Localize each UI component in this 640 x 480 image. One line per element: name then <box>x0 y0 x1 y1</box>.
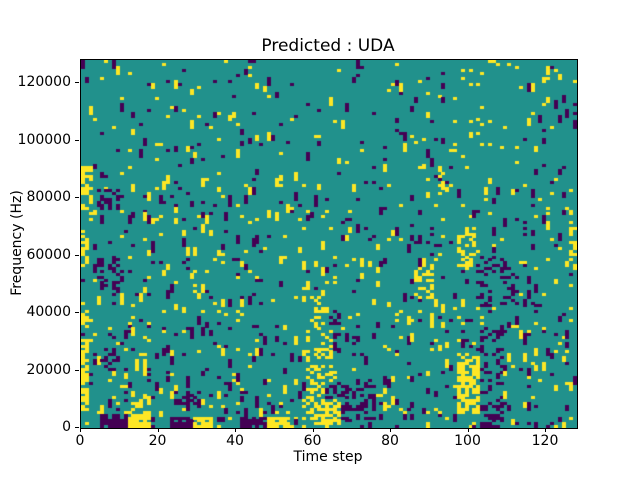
x-tick-label: 120 <box>531 433 559 449</box>
plot-area <box>80 59 578 429</box>
x-tick-label: 40 <box>226 433 244 449</box>
y-axis-label: Frequency (Hz) <box>9 190 25 296</box>
y-tick-label: 0 <box>62 419 71 435</box>
y-tick-mark <box>75 82 79 83</box>
y-tick-label: 80000 <box>26 189 71 205</box>
heatmap-canvas <box>81 60 577 428</box>
x-tick-label: 80 <box>381 433 399 449</box>
y-tick-mark <box>75 427 79 428</box>
x-tick-label: 60 <box>303 433 322 449</box>
x-tick-mark <box>80 428 81 432</box>
y-tick-mark <box>75 139 79 141</box>
chart-title: Predicted : UDA <box>261 36 395 56</box>
y-tick-label: 120000 <box>17 74 71 90</box>
x-tick-mark <box>312 428 314 432</box>
x-tick-mark <box>545 428 546 432</box>
x-tick-mark <box>235 428 236 432</box>
x-tick-mark <box>157 428 159 432</box>
x-tick-mark <box>390 428 391 432</box>
y-tick-label: 100000 <box>17 131 71 148</box>
y-tick-label: 40000 <box>26 304 71 320</box>
y-tick-label: 20000 <box>26 361 71 378</box>
x-tick-label: 100 <box>454 433 481 449</box>
y-tick-mark <box>75 369 79 371</box>
y-tick-label: 60000 <box>26 246 71 263</box>
y-tick-mark <box>75 254 79 256</box>
x-tick-label: 0 <box>75 433 85 449</box>
x-axis-label: Time step <box>293 449 363 465</box>
x-tick-mark <box>467 428 469 432</box>
x-tick-label: 20 <box>148 433 167 449</box>
y-tick-mark <box>75 197 79 198</box>
y-tick-mark <box>75 312 79 313</box>
